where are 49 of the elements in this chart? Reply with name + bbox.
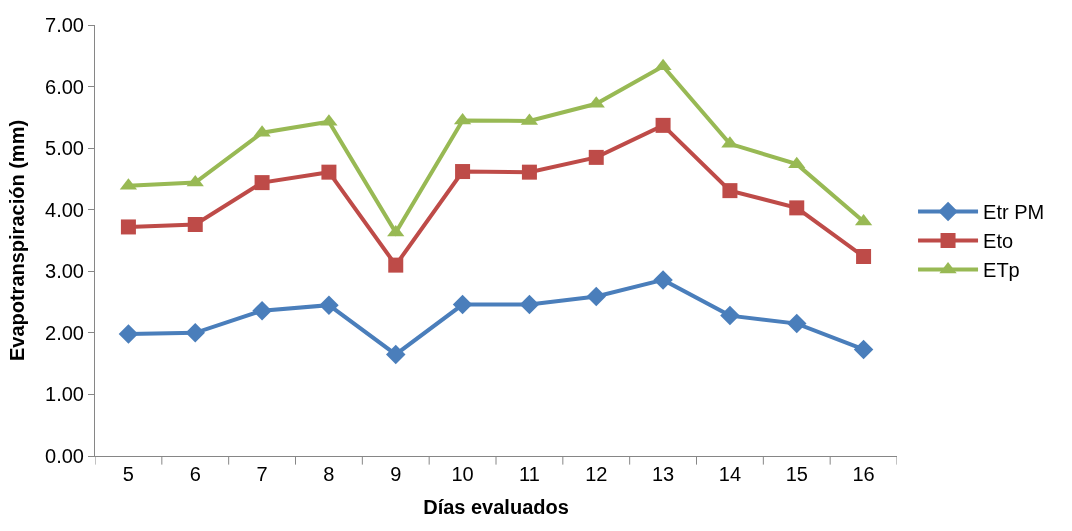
x-tick-label: 7 [256,463,268,485]
point [252,300,272,321]
x-tick-label: 13 [651,463,675,485]
y-axis-title: Evapotranspiración (mm) [5,119,28,362]
point [118,324,139,344]
point [588,149,604,165]
point [185,323,205,343]
point [521,164,537,180]
y-tick-label: 1.00 [45,383,84,406]
point [655,117,671,133]
legend-label: ETp [983,259,1020,282]
y-tick-label: 3.00 [45,260,84,283]
point [789,200,805,216]
point [720,305,740,326]
point [519,294,540,315]
point [722,183,738,199]
x-tick-label: 8 [323,463,335,485]
y-tick-label: 0.00 [45,445,84,467]
point [787,313,807,334]
x-tick-label: 9 [390,463,402,485]
point [319,295,339,315]
point [187,216,203,232]
x-tick-label: 10 [451,463,474,485]
y-tick-label: 2.00 [45,321,84,344]
x-tick-label: 6 [189,463,201,485]
point [386,344,406,365]
y-tick-label: 6.00 [45,75,84,98]
x-tick-label: 15 [785,463,808,485]
point [452,294,473,315]
point [455,164,471,180]
y-tick-label: 5.00 [45,137,84,160]
point [586,286,606,307]
point [853,339,874,360]
legend-label: Eto [983,230,1014,253]
x-axis-title: Días evaluados [423,495,569,518]
point [653,270,673,290]
point [856,249,872,265]
x-tick-label: 16 [852,463,875,485]
point [388,257,404,273]
x-tick-label: 11 [519,463,540,485]
legend-label: Etr PM [983,201,1045,224]
x-tick-label: 12 [585,463,608,485]
point [321,164,337,180]
point [120,219,136,235]
x-tick-label: 5 [122,463,134,485]
y-tick-label: 7.00 [45,14,84,36]
x-tick-label: 14 [718,463,742,485]
point [254,175,270,191]
y-tick-label: 4.00 [45,198,84,221]
